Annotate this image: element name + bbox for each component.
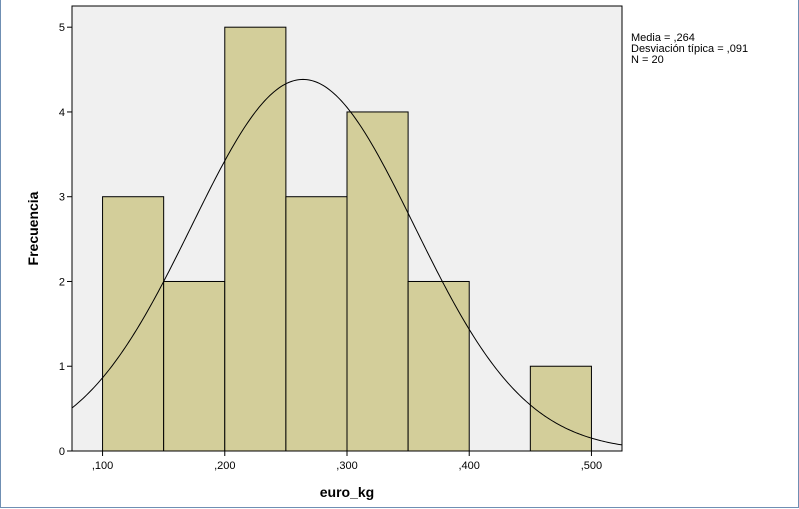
y-tick-label-1: 1 <box>59 361 65 373</box>
histogram-bars <box>102 26 592 452</box>
y-tick-label-4: 4 <box>59 107 65 119</box>
histogram-bar-5 <box>346 111 409 452</box>
x-axis-title: euro_kg <box>320 484 374 500</box>
stat-std-dev: Desviación típica = ,091 <box>631 43 749 55</box>
y-axis-title: Frecuencia <box>25 191 41 265</box>
histogram-bar-4 <box>285 196 348 452</box>
y-tick-label-5: 5 <box>59 22 65 34</box>
histogram-bar-1 <box>102 196 165 452</box>
stat-mean: Media = ,264 <box>631 32 695 44</box>
histogram-bar-2 <box>163 280 226 452</box>
axes: ,100 ,200 ,300 ,400 ,500 0 1 2 3 4 5 <box>59 6 622 472</box>
y-tick-label-2: 2 <box>59 276 65 288</box>
normal-curve <box>71 78 623 446</box>
y-tick-label-0: 0 <box>59 446 65 458</box>
y-tick-label-3: 3 <box>59 192 65 204</box>
histogram-bar-8 <box>529 365 592 452</box>
x-tick-label-1: ,200 <box>214 460 235 472</box>
stats-box: Media = ,264 Desviación típica = ,091 N … <box>631 33 748 66</box>
x-tick-label-3: ,400 <box>459 460 480 472</box>
x-tick-label-0: ,100 <box>92 460 113 472</box>
x-tick-label-4: ,500 <box>581 460 602 472</box>
x-tick-label-2: ,300 <box>336 460 357 472</box>
histogram-bar-6 <box>407 280 470 452</box>
histogram-bar-3 <box>224 26 287 452</box>
stat-n: N = 20 <box>631 54 664 66</box>
